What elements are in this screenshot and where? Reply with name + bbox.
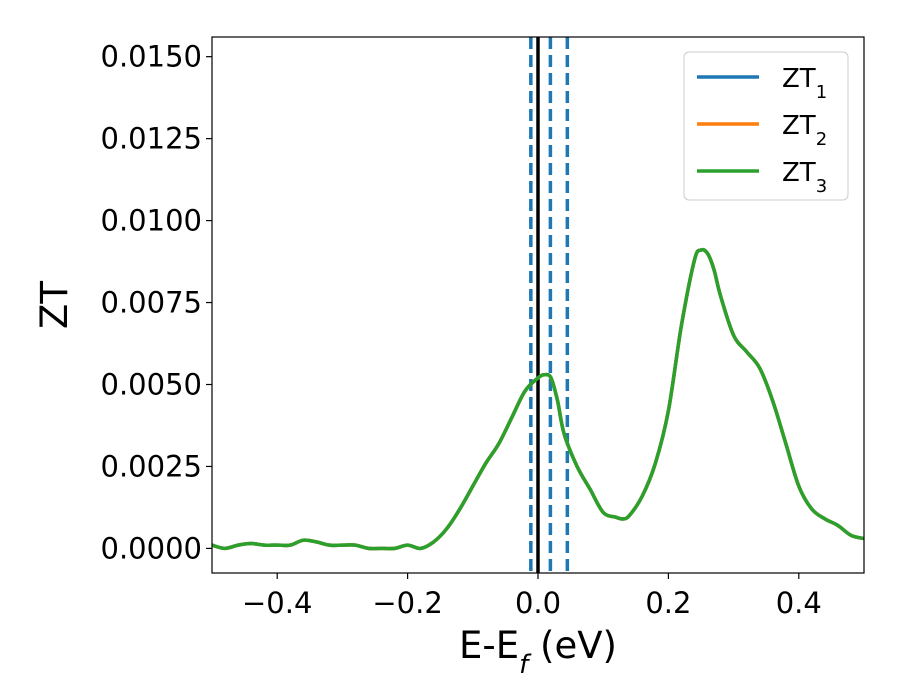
legend-label-main: ZT (782, 158, 816, 188)
y-axis: 0.0000 0.0025 0.0050 0.0075 0.0100 0.0125 0.01… (101, 40, 212, 565)
x-tick-label: −0.4 (242, 586, 312, 620)
series-line-3 (212, 247, 864, 551)
y-tick-label: 0.0050 (101, 367, 202, 401)
legend-box (683, 51, 849, 201)
legend-label-1: ZT1 (782, 64, 827, 103)
plot-area (212, 37, 864, 573)
x-tick-label: 0.4 (776, 586, 822, 620)
y-tick-label: 0.0025 (101, 449, 202, 483)
legend-label-2: ZT2 (782, 111, 827, 150)
legend-label-main: ZT (782, 64, 816, 94)
x-axis-label: E-Ef (eV) (459, 624, 617, 680)
legend-label-subscript: 2 (816, 129, 827, 150)
x-tick-label: 0.0 (515, 586, 561, 620)
x-tick-label: −0.2 (372, 586, 442, 620)
y-axis-label: ZT (33, 281, 76, 329)
x-axis-label-main: E-E (459, 624, 519, 667)
y-tick-label: 0.0075 (101, 286, 202, 320)
y-tick-label: 0.0000 (101, 531, 202, 565)
x-axis: −0.4 −0.2 0.0 0.2 0.4 (242, 573, 822, 620)
legend-label-subscript: 1 (816, 82, 827, 103)
legend-label-subscript: 3 (816, 176, 827, 197)
legend-label-main: ZT (782, 111, 816, 141)
y-tick-label: 0.0100 (101, 204, 202, 238)
x-axis-label-unit: (eV) (528, 624, 617, 667)
y-tick-label: 0.0150 (101, 40, 202, 74)
x-tick-label: 0.2 (645, 586, 691, 620)
y-tick-label: 0.0125 (101, 122, 202, 156)
legend-label-3: ZT3 (782, 158, 827, 197)
